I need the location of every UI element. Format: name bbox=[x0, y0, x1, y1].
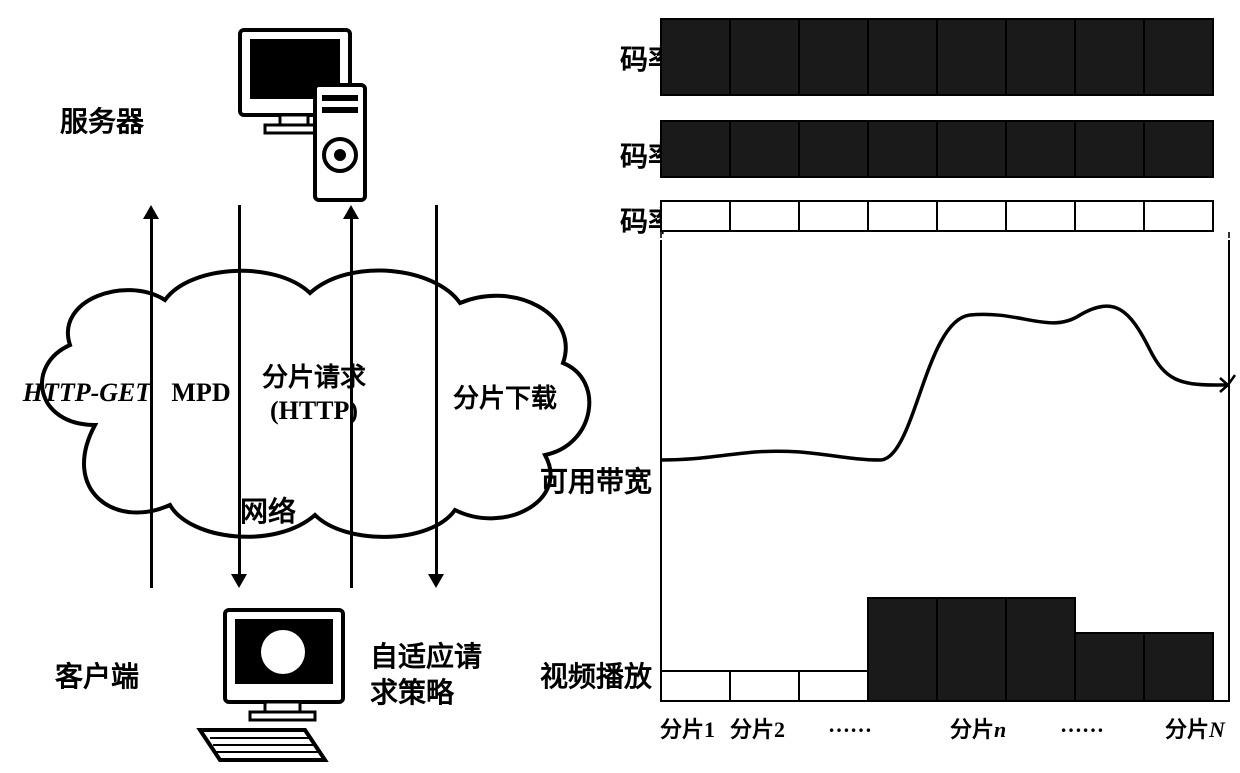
bandwidth-curve bbox=[660, 260, 1240, 525]
arrow-down-icon bbox=[428, 574, 444, 588]
playback-segment bbox=[729, 670, 800, 702]
rate-segment bbox=[1005, 120, 1076, 178]
playback-segment bbox=[1005, 597, 1076, 702]
rate-segment bbox=[936, 200, 1007, 232]
arrow-up-icon bbox=[143, 205, 159, 219]
bandwidth-label: 可用带宽 bbox=[540, 460, 652, 500]
rate-segment bbox=[936, 18, 1007, 96]
rate-segment bbox=[729, 18, 800, 96]
network-label: 网络 bbox=[240, 490, 296, 530]
rate-segment bbox=[867, 200, 938, 232]
server-label: 服务器 bbox=[60, 100, 144, 140]
network-diagram-panel: 服务器 bbox=[0, 0, 620, 773]
request-line1: 分片请求 bbox=[262, 363, 366, 392]
rate-segment bbox=[867, 120, 938, 178]
segment-n-label: 分片n bbox=[950, 712, 1006, 744]
playback-segment bbox=[1074, 632, 1145, 702]
rate-segment bbox=[660, 200, 731, 232]
rate-segment bbox=[1005, 200, 1076, 232]
rate-segment bbox=[936, 120, 1007, 178]
playback-segment bbox=[660, 670, 731, 702]
strategy-line1: 自适应请 bbox=[370, 642, 482, 673]
rate-segment bbox=[729, 120, 800, 178]
rate3-bar bbox=[660, 18, 1212, 96]
server-icon bbox=[220, 25, 370, 210]
client-label: 客户端 bbox=[55, 655, 139, 695]
rate1-bar bbox=[660, 200, 1212, 232]
playback-segment bbox=[1143, 632, 1214, 702]
segment-dots-1: …… bbox=[828, 712, 872, 738]
rate-segment bbox=[1143, 18, 1214, 96]
mpd-label: MPD bbox=[166, 378, 236, 408]
download-label: 分片下载 bbox=[445, 378, 565, 415]
client-icon bbox=[195, 605, 365, 770]
segment-2-label: 分片2 bbox=[730, 712, 785, 744]
rate-segment bbox=[798, 120, 869, 178]
playback-segment bbox=[867, 597, 938, 702]
rate-segment bbox=[1074, 18, 1145, 96]
arrow-line bbox=[435, 205, 438, 575]
segment-N-label: 分片N bbox=[1165, 712, 1225, 744]
playback-label: 视频播放 bbox=[540, 655, 652, 695]
rate-segment bbox=[1074, 200, 1145, 232]
rate-segment bbox=[867, 18, 938, 96]
rate-segment bbox=[1143, 120, 1214, 178]
rate-segment bbox=[660, 18, 731, 96]
strategy-label: 自适应请 求策略 bbox=[370, 640, 482, 713]
request-label: 分片请求 (HTTP) bbox=[254, 362, 374, 427]
request-line2: (HTTP) bbox=[270, 396, 358, 425]
rate2-bar bbox=[660, 120, 1212, 178]
rate-segment bbox=[1143, 200, 1214, 232]
rate-segment bbox=[798, 18, 869, 96]
rate-segment bbox=[1074, 120, 1145, 178]
segment-dots-2: …… bbox=[1060, 712, 1104, 738]
bitrate-chart-panel: 码率3 码率2 码率1 可用带宽 视频播放 分片1 分片2 …… bbox=[620, 0, 1240, 773]
playback-bar bbox=[660, 595, 1230, 702]
segment-1-label: 分片1 bbox=[660, 712, 715, 744]
strategy-line2: 求策略 bbox=[370, 678, 454, 709]
rate-segment bbox=[660, 120, 731, 178]
rate-segment bbox=[729, 200, 800, 232]
arrow-down-icon bbox=[231, 574, 247, 588]
playback-segment bbox=[798, 670, 869, 702]
rate-segment bbox=[1005, 18, 1076, 96]
playback-segment bbox=[936, 597, 1007, 702]
rate-segment bbox=[798, 200, 869, 232]
arrow-up-icon bbox=[343, 205, 359, 219]
http-get-label: HTTP-GET bbox=[22, 378, 152, 408]
